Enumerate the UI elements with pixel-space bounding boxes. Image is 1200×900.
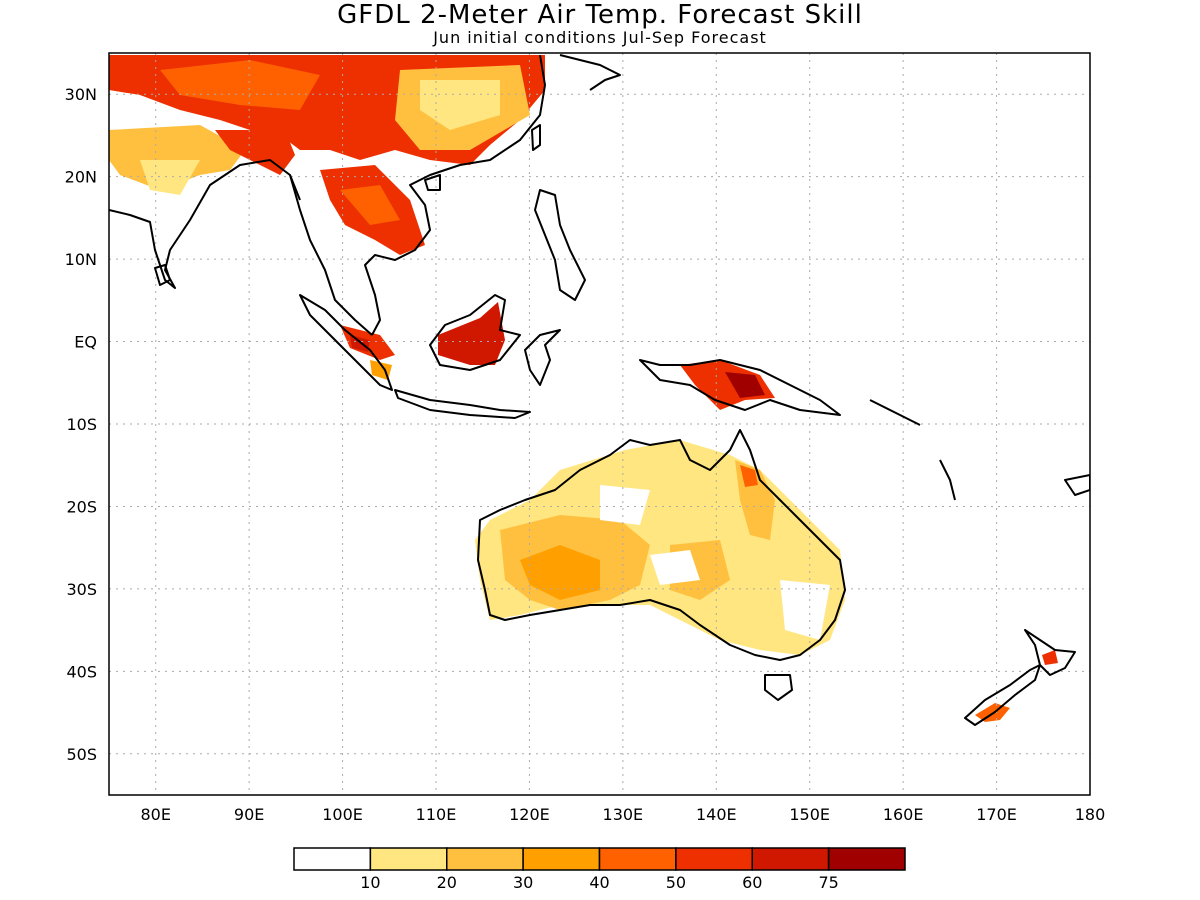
coast-sulawesi [524, 329, 561, 386]
shade-sechina-lt [420, 80, 500, 130]
legend-swatch [446, 847, 524, 871]
coast-taiwan [531, 124, 541, 151]
coast-myanmar [289, 174, 373, 336]
coast-philippines [534, 189, 586, 301]
lat-tick-label: 50S [66, 745, 97, 764]
coast-sumatra [299, 294, 393, 391]
shade-india-n [109, 125, 245, 190]
coast-srilanka [154, 264, 171, 286]
legend-label: 40 [589, 873, 609, 892]
shade-newguinea [680, 360, 775, 410]
shade-nz-north [1042, 650, 1058, 665]
coast-solomons [869, 399, 921, 426]
map-grid [109, 53, 1090, 795]
lon-tick-label: 120E [509, 805, 550, 824]
shade-newguinea-hot [725, 372, 765, 398]
lon-tick-label: 150E [789, 805, 830, 824]
lon-tick-label: 90E [234, 805, 264, 824]
shade-tibet-lo [160, 60, 320, 110]
coast-nz-south [964, 664, 1041, 726]
shade-indochina-lt [340, 185, 400, 225]
shade-india-c [140, 160, 200, 195]
legend-label: 50 [666, 873, 686, 892]
lat-tick-label: 40S [66, 662, 97, 681]
legend-swatch [369, 847, 448, 871]
legend-swatch [827, 847, 906, 871]
legend-label: 30 [513, 873, 533, 892]
lon-tick-label: 80E [140, 805, 170, 824]
lon-tick-label: 180 [1075, 805, 1106, 824]
lat-tick-label: 10S [66, 415, 97, 434]
coast-nz-north [1024, 629, 1076, 676]
legend-label: 10 [360, 873, 380, 892]
shade-borneo [438, 302, 505, 365]
legend-swatch [751, 847, 830, 871]
lat-tick-label: 20N [65, 168, 97, 187]
coast-hainan [424, 174, 441, 191]
coast-australia [477, 429, 846, 661]
coast-tasmania [764, 674, 793, 701]
lat-tick-label: EQ [74, 333, 97, 352]
map-title: GFDL 2-Meter Air Temp. Forecast Skill [337, 0, 863, 30]
legend-label: 20 [437, 873, 457, 892]
lon-tick-label: 110E [416, 805, 457, 824]
lat-tick-label: 10N [65, 250, 97, 269]
plot-frame [108, 52, 1091, 796]
coast-japan [559, 54, 621, 91]
legend-swatch [675, 847, 753, 871]
lat-tick-label: 20S [66, 497, 97, 516]
shade-aus-ne-hot [740, 465, 758, 487]
shade-aus-gap1 [600, 485, 650, 525]
skill-shading [109, 55, 1058, 722]
lon-tick-label: 100E [322, 805, 363, 824]
lat-tick-label: 30N [65, 85, 97, 104]
coastlines [109, 54, 1090, 726]
shade-aus-west-hot [520, 545, 600, 600]
lon-tick-label: 170E [976, 805, 1017, 824]
lon-tick-labels: 80E 90E 100E 110E 120E 130E 140E 150E 160E 170E 18… [140, 805, 1105, 824]
legend-swatch [598, 847, 677, 871]
lon-tick-label: 130E [603, 805, 644, 824]
coast-newguinea [639, 359, 841, 416]
coast-fiji [1064, 474, 1090, 496]
coast-java [394, 389, 531, 419]
lon-tick-label: 140E [696, 805, 737, 824]
color-legend: 10 20 30 40 50 60 75 [293, 847, 906, 892]
lon-tick-label: 160E [883, 805, 924, 824]
legend-label: 75 [818, 873, 838, 892]
coast-vanuatu [939, 459, 956, 501]
map-subtitle: Jun initial conditions Jul-Sep Forecast [433, 28, 767, 47]
coast-india [109, 159, 301, 289]
shade-aus-gap2 [650, 550, 700, 585]
legend-swatch [293, 847, 372, 871]
coast-borneo [429, 294, 521, 371]
coast-indochina [364, 54, 546, 336]
legend-swatch [522, 847, 601, 871]
lat-tick-label: 30S [66, 580, 97, 599]
shade-aus-gap3 [780, 580, 830, 640]
legend-label: 60 [742, 873, 762, 892]
lat-tick-labels: 30N 20N 10N EQ 10S 20S 30S 40S 50S [65, 85, 97, 764]
